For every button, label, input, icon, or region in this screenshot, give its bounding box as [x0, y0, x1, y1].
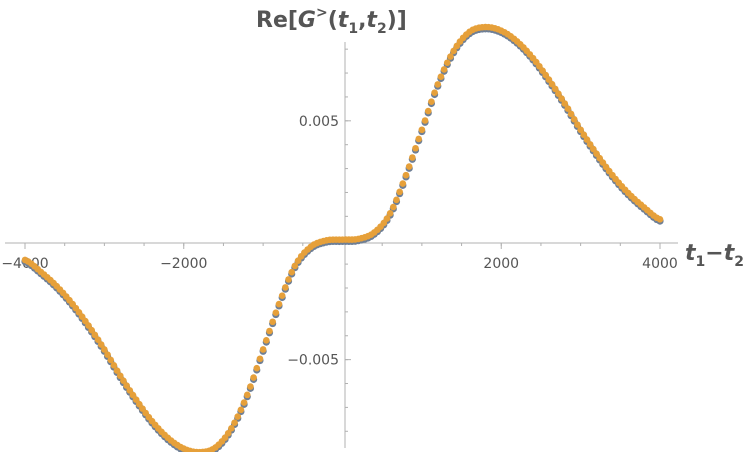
series-2-point — [240, 399, 248, 406]
series-2-point — [231, 419, 238, 427]
series-2-point — [85, 322, 92, 329]
series-2-point — [558, 95, 565, 102]
series-2-point — [447, 53, 454, 60]
y-tick-label: 0.005 — [299, 114, 339, 130]
series-2-point — [237, 406, 245, 414]
series-2-point — [545, 76, 553, 83]
series-2-point — [243, 391, 251, 399]
series-2-point — [405, 163, 413, 170]
series-2-point — [418, 126, 426, 134]
series-2-point — [129, 391, 137, 399]
series-2-point — [256, 355, 264, 363]
series-2-point — [288, 268, 296, 276]
series-2-point — [402, 171, 410, 179]
x-axis-label: t1−t2 — [685, 241, 744, 270]
series-2-point — [574, 121, 581, 128]
series-2-point — [577, 126, 584, 134]
series-2-point — [120, 377, 127, 385]
series-front — [21, 23, 664, 452]
series-2-point — [263, 336, 270, 344]
series-2-point — [567, 110, 575, 118]
axes — [5, 42, 678, 448]
series-2-point — [431, 89, 438, 96]
y-axis-label: Re[G>(t1,t2)] — [256, 5, 407, 37]
series-2-point — [247, 383, 254, 390]
series-2-point — [259, 346, 267, 353]
x-tick-label: 4000 — [642, 256, 678, 272]
series-2-point — [561, 100, 569, 107]
series-2-point — [424, 107, 432, 115]
series-2-point — [590, 145, 597, 153]
series-2-point — [224, 429, 232, 437]
series-2-point — [250, 374, 257, 381]
series-2-point — [396, 188, 403, 196]
series-2-point — [390, 203, 397, 211]
y-tick-label: −0.005 — [287, 353, 339, 369]
series-2-point — [94, 336, 102, 343]
series-2-point — [656, 216, 664, 223]
series-2-point — [107, 356, 115, 364]
series-2-point — [564, 105, 572, 112]
series-2-point — [434, 81, 442, 88]
series-2-point — [272, 309, 280, 317]
series-2-point — [275, 300, 283, 308]
x-tick-label: −2000 — [160, 256, 207, 272]
series-2-point — [104, 351, 111, 358]
series-2-point — [253, 364, 261, 372]
series-2-point — [126, 387, 134, 394]
series-2-point — [386, 210, 394, 217]
series-2-point — [269, 318, 276, 326]
series-2-point — [383, 215, 391, 222]
series-2-point — [415, 135, 423, 143]
series-2-point — [91, 331, 99, 339]
series-2-point — [583, 136, 591, 143]
series-2-point — [285, 276, 292, 283]
series-2-point — [110, 362, 118, 369]
series-2-point — [278, 292, 286, 299]
series-2-point — [570, 116, 578, 123]
series-2-point — [266, 327, 273, 335]
x-tick-label: 2000 — [483, 256, 519, 272]
series-2-point — [443, 59, 451, 67]
series-2-point — [234, 413, 242, 420]
series-2-point — [101, 346, 108, 353]
series-2-point — [97, 341, 105, 348]
series-2-point — [282, 284, 289, 291]
series-2-point — [421, 117, 429, 124]
series-2-point — [450, 47, 457, 55]
major-ticks — [24, 120, 661, 361]
series-2-point — [440, 66, 448, 73]
series-2-point — [113, 367, 121, 374]
series-2-point — [88, 326, 95, 334]
series-2-point — [409, 154, 416, 161]
series-2-point — [428, 98, 435, 105]
series-2-point — [548, 80, 556, 88]
series-2-point — [116, 372, 124, 380]
series-2-point — [551, 85, 559, 93]
series-2-point — [437, 73, 445, 81]
series-2-point — [412, 144, 419, 152]
series-2-point — [228, 424, 235, 432]
series-2-point — [393, 196, 400, 204]
series-2-point — [580, 131, 588, 139]
series-2-point — [291, 262, 299, 270]
series-2-point — [586, 141, 594, 148]
series-2-point — [123, 382, 130, 389]
series-2-point — [399, 180, 407, 187]
series-2-point — [555, 90, 562, 97]
